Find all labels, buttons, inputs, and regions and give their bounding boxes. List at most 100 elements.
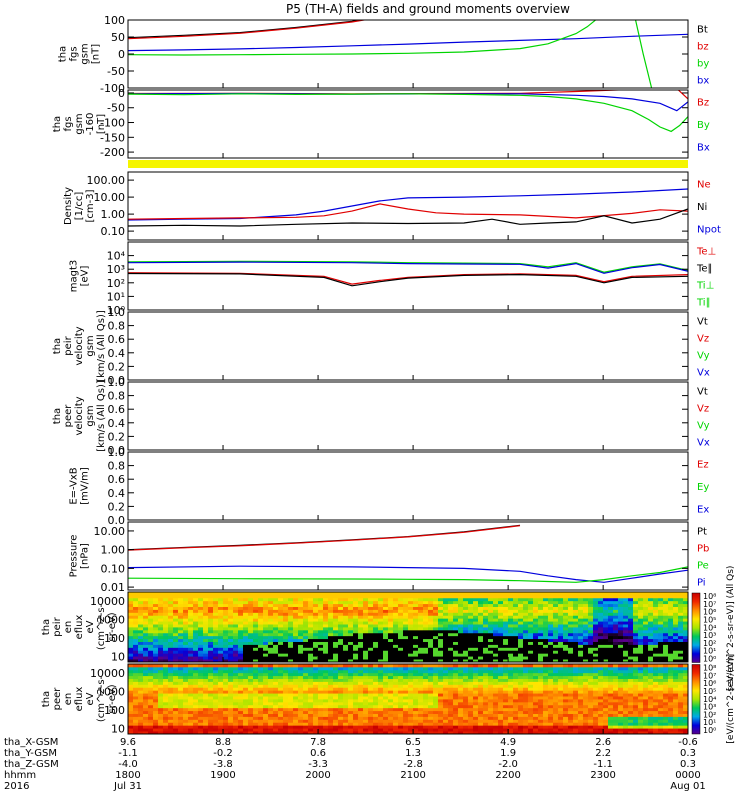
spec-cell	[648, 606, 654, 610]
spec-cell	[173, 629, 179, 634]
spec-cell	[233, 684, 239, 688]
panel-frame	[127, 521, 689, 591]
spec-cell	[323, 728, 329, 732]
spec-cell	[503, 725, 509, 729]
spec-cell	[473, 647, 479, 651]
spec-cell	[288, 722, 294, 726]
spec-cell	[363, 681, 369, 685]
spec-cell	[633, 650, 639, 654]
spec-cell	[533, 716, 539, 720]
spec-cell	[173, 615, 179, 619]
legend-entry: Vy	[697, 421, 710, 432]
spec-cell	[628, 594, 634, 599]
spec-cell	[263, 666, 269, 671]
spec-cell	[623, 594, 629, 599]
spec-cell	[343, 731, 349, 735]
spec-cell	[188, 638, 194, 642]
spec-cell	[273, 725, 279, 729]
spec-cell	[493, 603, 499, 607]
spec-cell	[328, 629, 334, 634]
spec-cell	[208, 687, 214, 691]
spec-cell	[528, 684, 534, 688]
spec-cell	[338, 704, 344, 709]
spec-cell	[493, 675, 499, 679]
spec-cell	[613, 618, 619, 622]
spec-cell	[238, 696, 244, 700]
spec-cell	[208, 728, 214, 732]
spec-cell	[428, 684, 434, 688]
spec-cell	[523, 704, 529, 709]
spec-cell	[243, 592, 249, 596]
spec-cell	[498, 675, 504, 679]
spec-cell	[133, 690, 139, 694]
spec-cell	[163, 618, 169, 622]
spec-cell	[178, 615, 184, 619]
spec-cell	[678, 618, 684, 622]
spec-cell	[218, 656, 224, 660]
spec-cell	[358, 696, 364, 700]
spec-cell	[253, 710, 259, 714]
spec-cell	[423, 690, 429, 694]
spec-cell	[268, 710, 274, 714]
spec-cell	[173, 624, 179, 628]
spec-cell	[413, 704, 419, 709]
spec-cell	[318, 606, 324, 610]
spec-cell	[518, 603, 524, 607]
spec-cell	[143, 678, 149, 682]
spec-cell	[188, 681, 194, 685]
spec-cell	[678, 603, 684, 607]
spec-cell	[453, 693, 459, 697]
spec-cell	[568, 653, 574, 657]
spec-cell	[253, 659, 259, 663]
spec-cell	[598, 618, 604, 622]
spec-cell	[383, 653, 389, 657]
spec-cell	[418, 638, 424, 642]
spec-cell	[683, 659, 689, 663]
spec-cell	[138, 728, 144, 732]
spec-cell	[328, 653, 334, 657]
spec-cell	[423, 728, 429, 732]
spec-cell	[188, 592, 194, 596]
spec-cell	[408, 621, 414, 625]
spec-cell	[368, 606, 374, 610]
spec-cell	[268, 719, 274, 723]
spec-cell	[423, 701, 429, 706]
spec-cell	[513, 641, 519, 645]
spec-cell	[433, 681, 439, 685]
spec-cell	[133, 681, 139, 685]
spec-cell	[463, 669, 469, 674]
spec-cell	[513, 638, 519, 642]
spec-cell	[143, 603, 149, 607]
spec-cell	[593, 638, 599, 642]
ylabel-line: tha	[41, 691, 52, 707]
spec-cell	[258, 659, 264, 663]
spec-cell	[158, 644, 164, 648]
spec-cell	[298, 644, 304, 648]
spec-cell	[518, 687, 524, 691]
spec-cell	[238, 704, 244, 709]
spec-cell	[343, 713, 349, 717]
spec-cell	[223, 597, 229, 602]
spec-cell	[508, 725, 514, 729]
spec-cell	[383, 603, 389, 607]
spec-cell	[253, 641, 259, 645]
spec-cell	[543, 638, 549, 642]
spec-cell	[318, 629, 324, 634]
spec-cell	[218, 603, 224, 607]
spec-cell	[423, 696, 429, 700]
spec-cell	[163, 641, 169, 645]
spec-cell	[303, 719, 309, 723]
spec-cell	[408, 632, 414, 637]
legend-entry: Pi	[697, 578, 706, 589]
spec-cell	[568, 641, 574, 645]
spec-cell	[158, 618, 164, 622]
spec-cell	[348, 650, 354, 654]
spec-cell	[163, 687, 169, 691]
spec-cell	[243, 675, 249, 679]
legend-entry: by	[697, 59, 709, 70]
spec-cell	[383, 707, 389, 712]
spec-cell	[238, 635, 244, 640]
spec-cell	[198, 635, 204, 640]
spec-cell	[573, 632, 579, 637]
spec-cell	[503, 627, 509, 631]
